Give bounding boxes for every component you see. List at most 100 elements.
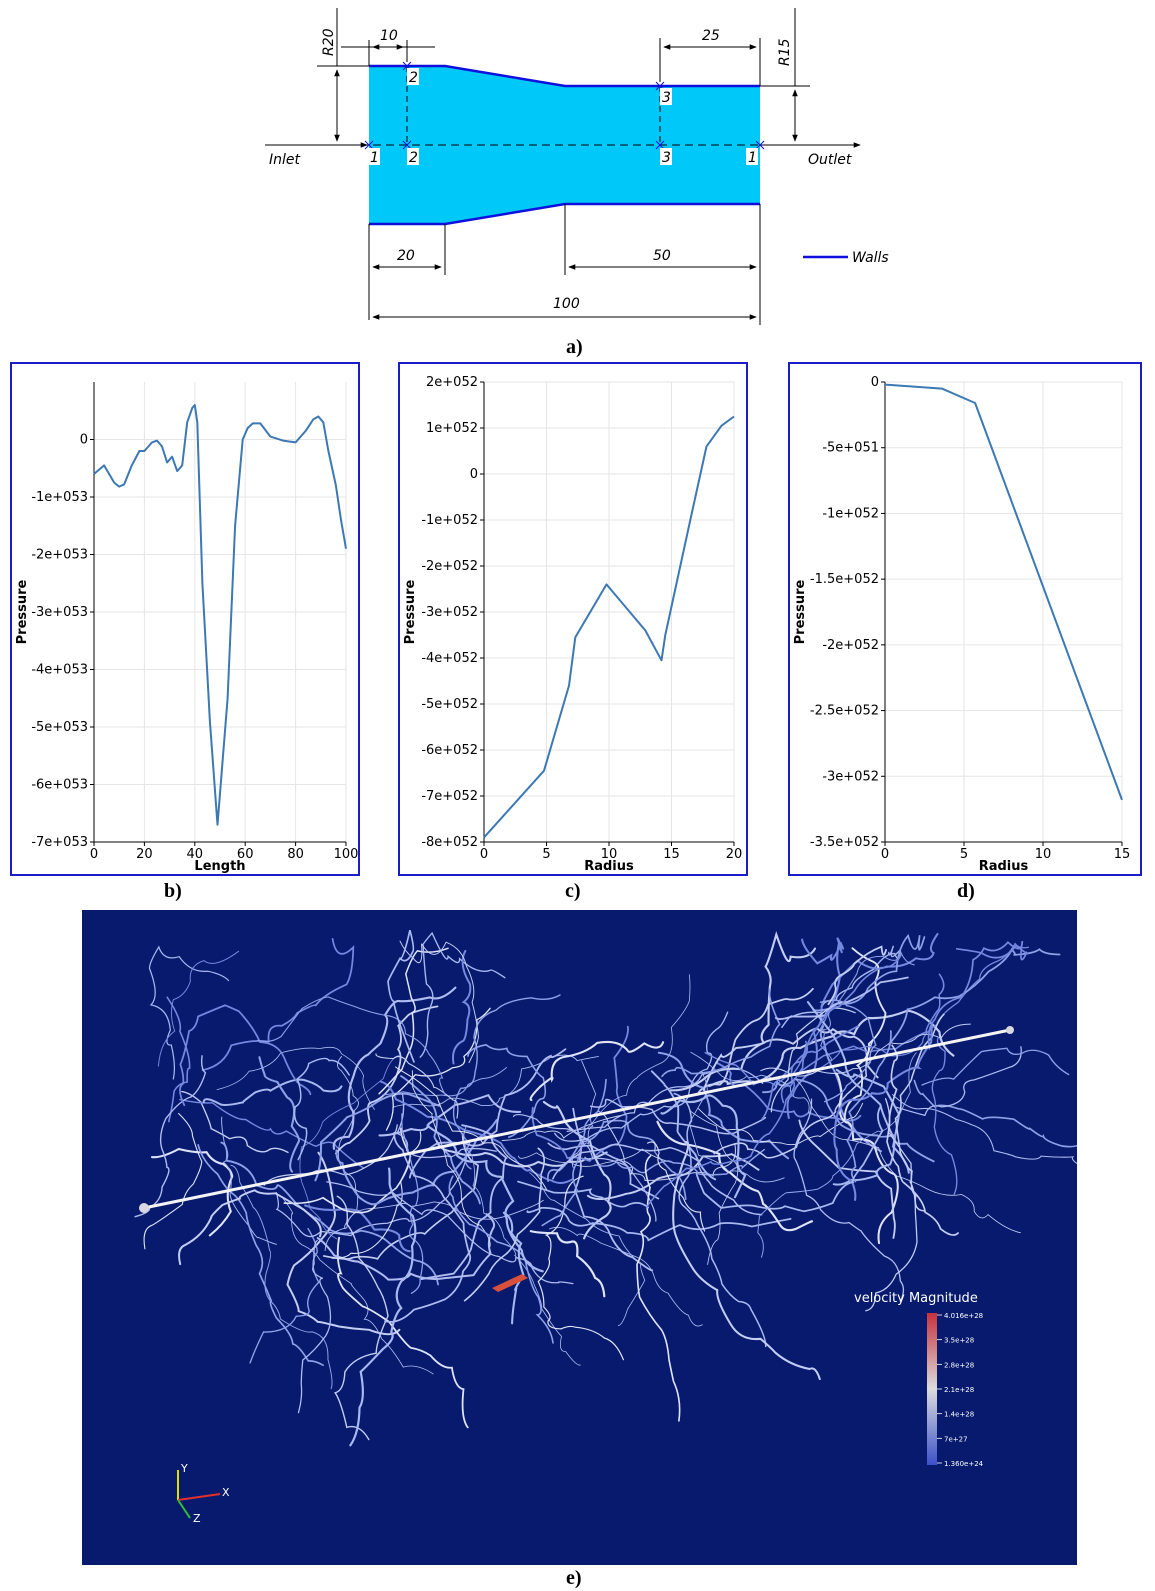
streamline <box>502 1211 525 1325</box>
streamline <box>378 947 449 1095</box>
axis-y-label: Y <box>180 1462 188 1475</box>
y-tick-label: -1e+053 <box>31 490 88 505</box>
point-1-outlet: 1 <box>748 150 757 166</box>
colorbar-label: 1.360e+24 <box>944 1460 984 1468</box>
y-tick-label: -3e+052 <box>421 605 478 620</box>
streamline <box>661 988 781 1078</box>
y-tick-label: 0 <box>871 375 879 390</box>
streamline <box>384 1131 472 1323</box>
chart-panel-c: 0 5 10 15 20 2e+052 1e+052 0 -1e+052 -2e+052 -3e+0… <box>398 362 748 876</box>
streamline <box>835 1068 910 1174</box>
colorbar-label: 4.016e+28 <box>944 1312 983 1320</box>
streamline <box>337 1055 359 1230</box>
streamline <box>913 1079 1077 1148</box>
streamline <box>230 1164 333 1390</box>
streamline <box>322 1132 479 1260</box>
streamline <box>517 1180 649 1209</box>
y-tick-label: -5e+051 <box>822 441 879 456</box>
streamline <box>672 1140 821 1381</box>
streamline <box>636 1154 681 1422</box>
y-tick-label: 1e+052 <box>426 421 478 436</box>
streamline <box>179 1098 365 1169</box>
dim-100: 100 <box>553 296 580 312</box>
streamline <box>529 1230 606 1298</box>
streamline <box>793 1077 1021 1234</box>
streamline <box>781 945 901 1029</box>
y-tick-label: -6e+052 <box>421 743 478 758</box>
streamline <box>657 1051 790 1160</box>
streamline <box>819 999 877 1103</box>
streamline <box>293 1057 350 1161</box>
streamline <box>297 1239 332 1414</box>
y-tick-label: -2e+052 <box>822 638 879 653</box>
streamline <box>833 1021 933 1201</box>
streamlines <box>134 929 1077 1447</box>
fluid-domain <box>369 66 760 224</box>
streamline <box>463 1125 581 1366</box>
streamline <box>512 1113 657 1222</box>
caption-e: e) <box>566 1567 582 1589</box>
streamline <box>541 1078 607 1227</box>
streamline <box>812 933 926 1012</box>
x-tick-label: 0 <box>90 847 98 862</box>
streamline <box>843 947 887 1121</box>
streamline <box>324 1199 544 1251</box>
axis-z <box>177 1499 191 1519</box>
colorbar-title: velocity Magnitude <box>854 1291 978 1306</box>
streamline <box>463 1147 545 1302</box>
x-axis-label: Radius <box>979 859 1029 874</box>
streamline <box>197 1144 324 1367</box>
streamline <box>378 1093 522 1137</box>
point-3-wall: 3 <box>662 90 671 106</box>
streamline <box>501 1114 626 1141</box>
streamline <box>690 1051 810 1114</box>
dim-20: 20 <box>397 248 415 264</box>
dim-10: 10 <box>380 28 398 44</box>
streamline <box>387 929 415 1063</box>
seed-start <box>139 1203 149 1213</box>
streamline <box>304 1204 411 1253</box>
streamline <box>148 945 230 1080</box>
y-tick-label: -1e+052 <box>822 506 879 521</box>
streamline <box>547 1142 660 1200</box>
streamline <box>645 1040 808 1210</box>
dim-25: 25 <box>702 28 720 44</box>
streamline <box>895 1046 1022 1117</box>
streamline <box>715 1061 862 1122</box>
y-tick-label: -8e+052 <box>421 835 478 850</box>
streamline <box>282 1197 434 1375</box>
streamline <box>673 1092 767 1348</box>
axis-x-label: X <box>222 1486 230 1499</box>
y-tick-label: -5e+053 <box>31 720 88 735</box>
streamline <box>549 1226 703 1327</box>
streamline <box>713 1040 874 1159</box>
streamline <box>258 1056 301 1173</box>
x-tick-label: 20 <box>726 847 743 862</box>
y-tick-label: -3e+052 <box>822 769 879 784</box>
streamline <box>134 1055 207 1218</box>
streamline <box>594 1148 766 1176</box>
streamline <box>143 1112 203 1250</box>
streamline <box>448 1175 554 1344</box>
streamline <box>577 974 691 1133</box>
streamline <box>202 1078 343 1106</box>
high-velocity-spot <box>492 1274 528 1292</box>
streamline <box>382 1066 508 1097</box>
colorbar <box>927 1313 937 1465</box>
x-tick-label: 60 <box>237 847 254 862</box>
seed-line <box>143 1028 1011 1210</box>
y-axis-label: Pressure <box>793 579 808 644</box>
colorbar-labels: 4.016e+28 3.5e+28 2.8e+28 2.1e+28 1.4e+28 7e+… <box>937 1312 984 1468</box>
colorbar-label: 7e+27 <box>944 1435 968 1443</box>
y-tick-label: -7e+053 <box>31 835 88 850</box>
point-3-center: 3 <box>662 150 671 166</box>
x-tick-label: 100 <box>334 847 358 862</box>
streamline <box>395 1066 548 1190</box>
y-tick-label: -1.5e+052 <box>810 572 879 587</box>
streamline <box>931 1036 958 1195</box>
y-tick-label: -2e+052 <box>421 559 478 574</box>
render-svg: velocity Magnitude 4.016e+28 3.5e+28 2.8e+… <box>134 929 1077 1525</box>
streamline <box>801 937 845 1014</box>
y-axis-label: Pressure <box>403 579 418 644</box>
x-axis-label: Length <box>194 859 245 874</box>
